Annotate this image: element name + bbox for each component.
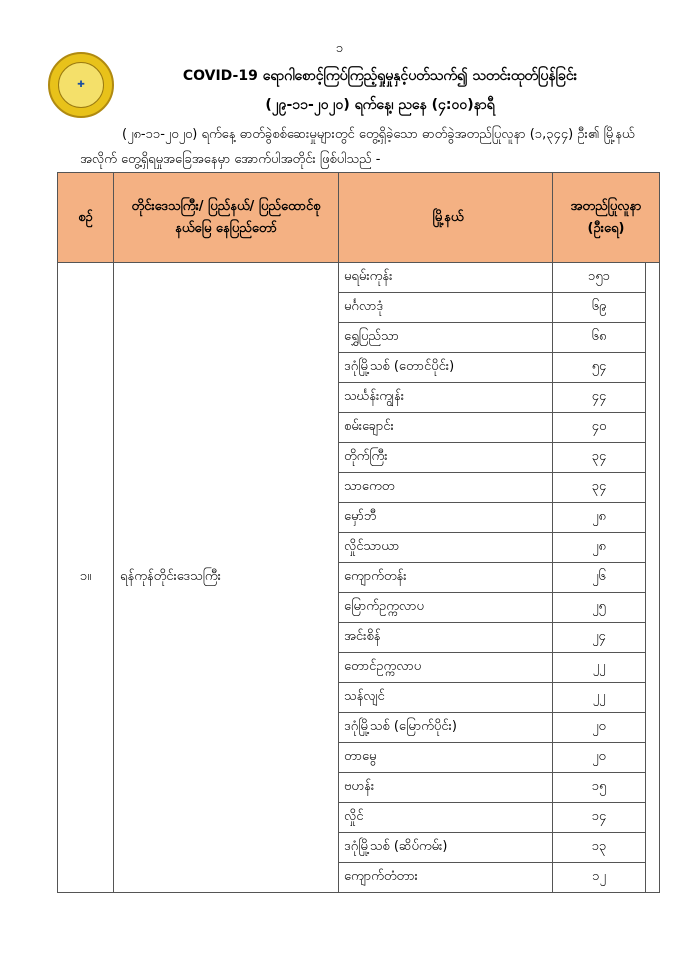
count-cell: ၁၄ <box>552 802 646 833</box>
count-cell: ၂၄ <box>552 622 646 653</box>
row-number: ၁။ <box>57 262 114 893</box>
table-row: မင်္ဂလာဒုံ ၆၉ <box>58 292 660 323</box>
table-row: ဗဟန်း ၁၅ <box>58 772 660 803</box>
township-cell: စမ်းချောင်း <box>338 412 553 443</box>
township-cell: တိုက်ကြီး <box>338 442 553 473</box>
township-cell: လှိုင်သာယာ <box>338 532 553 563</box>
township-cell: မှော်ဘီ <box>338 502 553 533</box>
table-row: စမ်းချောင်း ၄၀ <box>58 412 660 443</box>
count-cell: ၂၀ <box>552 742 646 773</box>
count-cell: ၂၂ <box>552 682 646 713</box>
table-row: ၁။ ရန်ကုန်တိုင်းဒေသကြီး မရမ်းကုန်း ၁၅၁ <box>57 262 660 893</box>
count-cell: ၅၄ <box>552 352 646 383</box>
count-cell: ၂၈ <box>552 502 646 533</box>
count-cell: ၁၅ <box>552 772 646 803</box>
township-cell: လှိုင် <box>338 802 553 833</box>
township-cell: ဒဂုံမြို့သစ် (ဆိပ်ကမ်း) <box>338 832 553 863</box>
township-cell: ဒဂုံမြို့သစ် (တောင်ပိုင်း) <box>338 352 553 383</box>
township-cell: ကျောက်တန်း <box>338 562 553 593</box>
blank-column <box>645 262 660 893</box>
region-name: ရန်ကုန်တိုင်းဒေသကြီး <box>113 262 339 893</box>
header-region: တိုင်းဒေသကြီး/ ပြည်နယ်/ ပြည်ထောင်စုနယ်မြ… <box>113 172 339 263</box>
table-row: ဒဂုံမြို့သစ် (မြောက်ပိုင်း) ၂၀ <box>58 712 660 743</box>
cases-table: စဉ် တိုင်းဒေသကြီး/ ပြည်နယ်/ ပြည်ထောင်စုန… <box>57 172 660 893</box>
table-row: တိုက်ကြီး ၃၄ <box>58 442 660 473</box>
township-cell: သာကေတ <box>338 472 553 503</box>
count-cell: ၂၅ <box>552 592 646 623</box>
table-row: သာကေတ ၃၄ <box>58 472 660 503</box>
table-row: အင်းစိန် ၂၄ <box>58 622 660 653</box>
table-row: တာမွေ ၂၀ <box>58 742 660 773</box>
header-no: စဉ် <box>57 172 114 263</box>
township-cell: သန်လျင် <box>338 682 553 713</box>
logo-emblem-icon: ✚ <box>58 62 104 108</box>
township-cell: ဒဂုံမြို့သစ် (မြောက်ပိုင်း) <box>338 712 553 743</box>
subtitle-date: (၂၉-၁၁-၂၀၂၀) ရက်နေ့၊ ညနေ (၄:၀၀)နာရီ <box>265 97 495 113</box>
count-cell: ၄၄ <box>552 382 646 413</box>
table-row: သင်္ဃန်းကျွန်း ၄၄ <box>58 382 660 413</box>
page-number: ၁ <box>335 41 344 56</box>
township-cell: မြောက်ဥက္ကလာပ <box>338 592 553 623</box>
township-cell: ဗဟန်း <box>338 772 553 803</box>
count-cell: ၆၉ <box>552 292 646 323</box>
township-cell: ကျောက်တံတား <box>338 862 553 893</box>
intro-paragraph: (၂၈-၁၁-၂၀၂၀) ရက်နေ့ ဓာတ်ခွဲစစ်ဆေးမှုများ… <box>80 127 635 167</box>
ministry-logo: ✚ <box>48 52 114 118</box>
count-cell: ၆၈ <box>552 322 646 353</box>
township-cell: ရွှေပြည်သာ <box>338 322 553 353</box>
township-cell: သင်္ဃန်းကျွန်း <box>338 382 553 413</box>
table-row: မှော်ဘီ ၂၈ <box>58 502 660 533</box>
count-cell: ၁၃ <box>552 832 646 863</box>
count-cell: ၂၈ <box>552 532 646 563</box>
count-cell: ၂၂ <box>552 652 646 683</box>
header-township: မြို့နယ် <box>338 172 553 263</box>
count-cell: ၃၄ <box>552 442 646 473</box>
township-cell: တောင်ဥက္ကလာပ <box>338 652 553 683</box>
table-row: မြောက်ဥက္ကလာပ ၂၅ <box>58 592 660 623</box>
count-cell: ၂၀ <box>552 712 646 743</box>
township-cell: မရမ်းကုန်း <box>338 262 553 293</box>
township-cell: မင်္ဂလာဒုံ <box>338 292 553 323</box>
table-header: စဉ် တိုင်းဒေသကြီး/ ပြည်နယ်/ ပြည်ထောင်စုန… <box>57 172 660 263</box>
count-cell: ၁၅၁ <box>552 262 646 293</box>
count-cell: ၄၀ <box>552 412 646 443</box>
count-cell: ၂၆ <box>552 562 646 593</box>
table-row: ဒဂုံမြို့သစ် (တောင်ပိုင်း) ၅၄ <box>58 352 660 383</box>
title: COVID-19 ရောဂါစောင့်ကြပ်ကြည့်ရှုမှုနှင့်… <box>182 68 578 84</box>
township-cell: တာမွေ <box>338 742 553 773</box>
table-row: လှိုင်သာယာ ၂၈ <box>58 532 660 563</box>
table-row: တောင်ဥက္ကလာပ ၂၂ <box>58 652 660 683</box>
township-cell: အင်းစိန် <box>338 622 553 653</box>
header-count: အတည်ပြုလူနာ (ဦးရေ) <box>552 172 660 263</box>
table-row: သန်လျင် ၂၂ <box>58 682 660 713</box>
count-cell: ၃၄ <box>552 472 646 503</box>
count-cell: ၁၂ <box>552 862 646 893</box>
table-row: ကျောက်တံတား ၁၂ <box>58 862 660 893</box>
